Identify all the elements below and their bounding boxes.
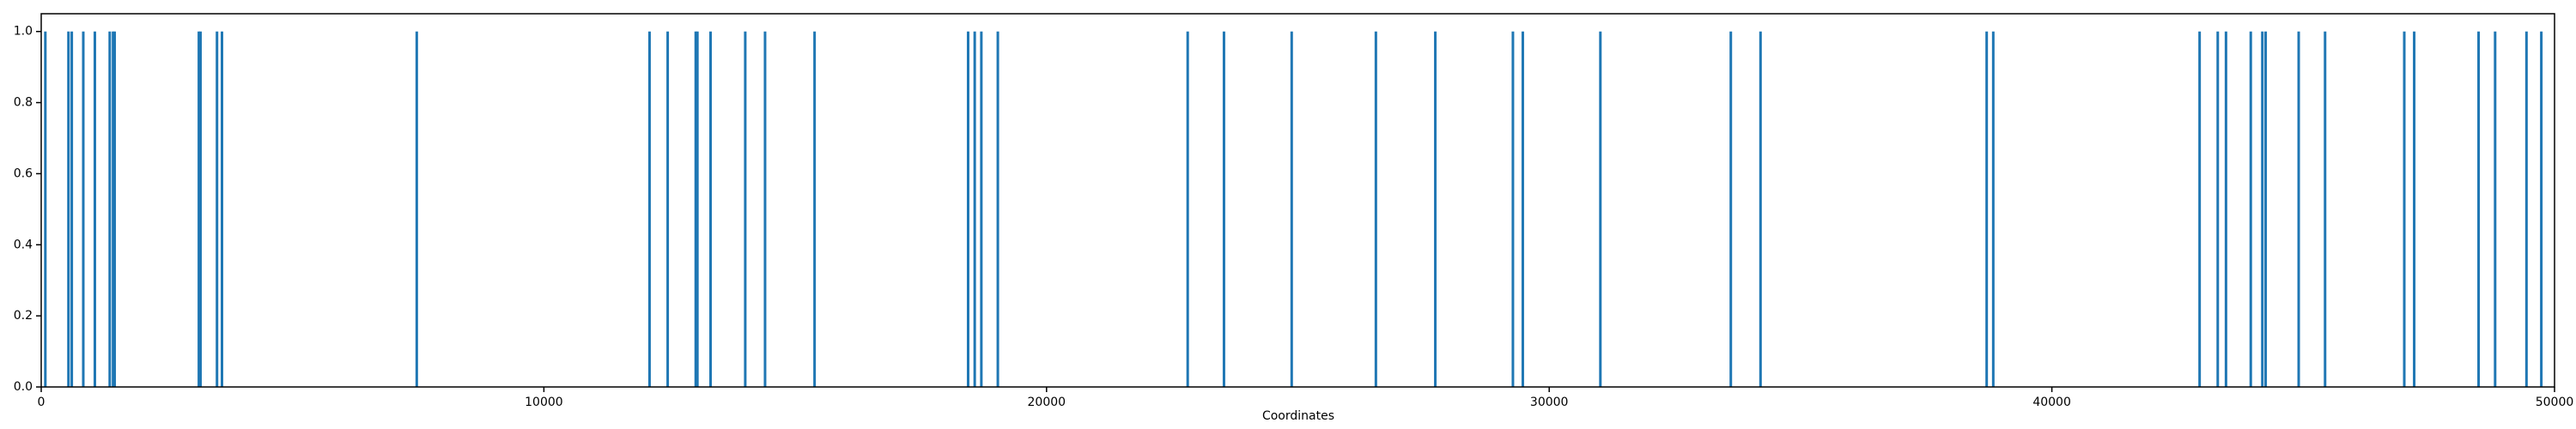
bar	[1374, 31, 1377, 387]
bar	[1599, 31, 1602, 387]
y-tick-label: 0.8	[14, 96, 33, 110]
bar	[2224, 31, 2227, 387]
bar	[2524, 31, 2528, 387]
y-tick-label: 0.0	[14, 380, 33, 394]
bar	[666, 31, 670, 387]
bar	[44, 31, 47, 387]
bar	[2494, 31, 2497, 387]
bar	[415, 31, 418, 387]
bar	[2297, 31, 2300, 387]
bar	[696, 31, 699, 387]
bar	[1290, 31, 1293, 387]
bar	[1511, 31, 1515, 387]
bar	[2264, 31, 2268, 387]
bar	[113, 31, 117, 387]
bar	[67, 31, 70, 387]
bar	[1222, 31, 1225, 387]
bar	[694, 31, 697, 387]
bar	[197, 31, 201, 387]
bar	[2413, 31, 2416, 387]
bar	[2324, 31, 2327, 387]
plot-frame	[40, 13, 2555, 388]
y-tick-label: 1.0	[14, 25, 33, 39]
x-tick-label: 10000	[525, 396, 563, 409]
bar	[1521, 31, 1524, 387]
bar	[112, 31, 115, 387]
bar	[973, 31, 976, 387]
bar	[2249, 31, 2252, 387]
x-axis-label: Coordinates	[1262, 409, 1334, 423]
bar	[1991, 31, 1995, 387]
bar	[199, 31, 203, 387]
bar	[70, 31, 74, 387]
bar	[763, 31, 767, 387]
bar	[980, 31, 983, 387]
bar	[2477, 31, 2481, 387]
x-tick-label: 0	[38, 396, 46, 409]
bar	[1729, 31, 1733, 387]
bar	[1186, 31, 1189, 387]
bar	[647, 31, 651, 387]
bar	[2216, 31, 2220, 387]
bar	[813, 31, 817, 387]
bar	[2261, 31, 2264, 387]
bar	[744, 31, 747, 387]
bar	[2403, 31, 2406, 387]
x-tick-label: 30000	[1530, 396, 1569, 409]
y-tick-label: 0.2	[14, 309, 33, 323]
bar	[996, 31, 999, 387]
bar	[82, 31, 85, 387]
x-tick-label: 40000	[2032, 396, 2071, 409]
x-tick-label: 20000	[1028, 396, 1066, 409]
bar	[216, 31, 219, 387]
x-tick-label: 50000	[2536, 396, 2574, 409]
bar	[1985, 31, 1989, 387]
bar	[2540, 31, 2543, 387]
bar	[966, 31, 969, 387]
y-tick-label: 0.4	[14, 238, 33, 251]
bar	[108, 31, 112, 387]
bar	[221, 31, 224, 387]
bar	[709, 31, 713, 387]
bar	[2198, 31, 2202, 387]
bar	[1434, 31, 1437, 387]
bar	[93, 31, 96, 387]
bar	[1759, 31, 1762, 387]
y-tick-label: 0.6	[14, 166, 33, 180]
